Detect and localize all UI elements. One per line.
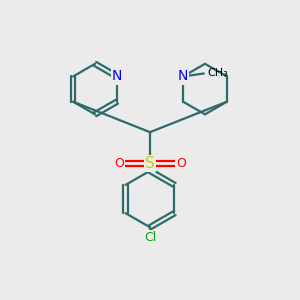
Text: S: S	[145, 156, 155, 171]
Text: N: N	[112, 69, 122, 83]
Text: N: N	[178, 69, 188, 83]
Text: O: O	[114, 157, 124, 170]
Text: Cl: Cl	[144, 231, 156, 244]
Text: O: O	[176, 157, 186, 170]
Text: CH₃: CH₃	[208, 68, 228, 79]
